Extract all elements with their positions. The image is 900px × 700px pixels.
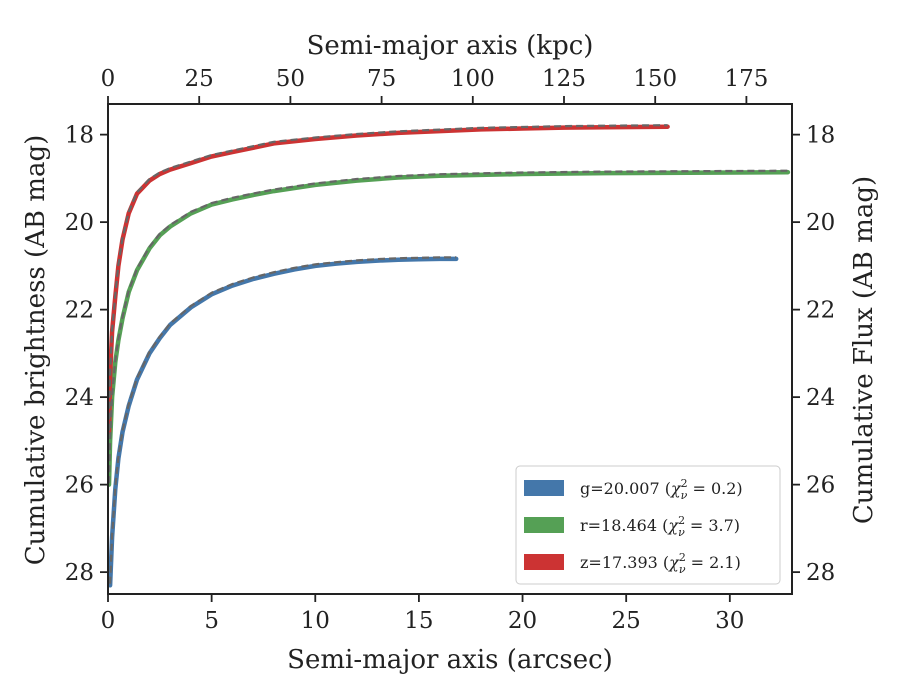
- legend-swatch-g: [524, 480, 564, 496]
- top-x-tick-label: 0: [101, 66, 116, 92]
- top-x-tick-label: 175: [724, 66, 768, 92]
- legend: g=20.007 (χ2 ν = 0.2) r=18.464 (χ2 ν = 3.7…: [515, 465, 781, 585]
- series-group: [108, 124, 791, 588]
- legend-entry-r: r=18.464 (χ2 ν = 3.7): [524, 514, 740, 539]
- legend-frame: [515, 465, 781, 585]
- right-y-tick-label: 28: [806, 560, 835, 586]
- x-tick-label: 5: [204, 608, 219, 634]
- y-tick-label: 22: [65, 298, 94, 324]
- legend-label-z: z=17.393 (χ2 ν = 2.1): [580, 551, 741, 576]
- right-y-tick-label: 26: [806, 473, 835, 499]
- model-line-r: [108, 169, 788, 484]
- x-axis-label: Semi-major axis (arcsec): [287, 645, 613, 675]
- x-tick-label: 10: [301, 608, 330, 634]
- y-tick-label: 26: [65, 473, 94, 499]
- model-line-z: [108, 124, 668, 431]
- legend-entry-g: g=20.007 (χ2 ν = 0.2): [524, 477, 743, 502]
- top-x-tick-label: 100: [451, 66, 495, 92]
- legend-swatch-r: [524, 517, 564, 533]
- right-y-tick-label: 18: [806, 123, 835, 149]
- x-tick-label: 0: [101, 608, 116, 634]
- model-line-g: [109, 256, 457, 584]
- legend-entry-z: z=17.393 (χ2 ν = 2.1): [524, 551, 741, 576]
- y-tick-label: 28: [65, 560, 94, 586]
- top-x-axis-label: Semi-major axis (kpc): [307, 31, 594, 61]
- y-tick-label: 18: [65, 123, 94, 149]
- top-x-tick-label: 75: [367, 66, 396, 92]
- top-x-tick-label: 125: [542, 66, 586, 92]
- legend-label-r: r=18.464 (χ2 ν = 3.7): [580, 514, 740, 539]
- plot-frame: [107, 103, 793, 595]
- plot-layer: [108, 124, 791, 588]
- tick-layer: 0 5 10 15 20 25 30 0 25 50 75 100 125 150 175 18 18 20 20 2…: [65, 66, 836, 634]
- legend-label-g: g=20.007 (χ2 ν = 0.2): [580, 477, 743, 502]
- x-tick-label: 30: [715, 608, 744, 634]
- top-x-tick-label: 150: [633, 66, 677, 92]
- top-x-tick-label: 25: [185, 66, 214, 92]
- right-y-tick-label: 22: [806, 298, 835, 324]
- right-y-tick-label: 24: [806, 385, 835, 411]
- x-tick-label: 15: [404, 608, 433, 634]
- x-tick-label: 20: [508, 608, 537, 634]
- series-line-r: [108, 169, 791, 487]
- axes-frame: [107, 103, 793, 595]
- y-axis-label: Cumulative brightness (AB mag): [21, 135, 51, 566]
- right-y-axis-label: Cumulative Flux (AB mag): [849, 176, 879, 524]
- top-x-tick-label: 50: [276, 66, 305, 92]
- y-tick-label: 20: [65, 210, 94, 236]
- series-line-g: [108, 256, 459, 588]
- legend-swatch-z: [524, 554, 564, 570]
- x-tick-label: 25: [612, 608, 641, 634]
- right-y-tick-label: 20: [806, 210, 835, 236]
- y-tick-label: 24: [65, 385, 94, 411]
